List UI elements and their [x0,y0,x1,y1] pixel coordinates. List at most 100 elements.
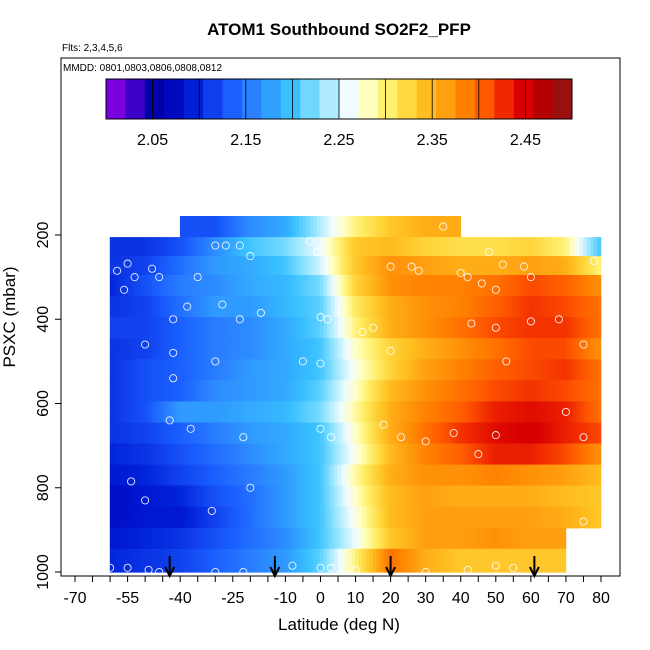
heatmap-cell [488,275,493,297]
heatmap-cell [460,256,465,276]
heatmap-cell [446,338,451,360]
heatmap-cell [586,256,591,276]
heatmap-cell [446,485,451,508]
heatmap-cell [320,422,325,445]
heatmap-cell [225,548,230,573]
heatmap-cell [229,401,234,424]
heatmap-cell [288,506,293,529]
heatmap-cell [169,422,174,445]
sample-point [351,565,360,574]
heatmap-cell [158,256,163,276]
heatmap-cell [453,237,458,257]
heatmap-cell [414,401,419,424]
heatmap-cell [520,380,525,402]
heatmap-cell [113,485,118,508]
heatmap-cell [397,422,402,445]
heatmap-cell [327,380,332,402]
heatmap-cell [341,485,346,508]
heatmap-cell [211,256,216,276]
heatmap-cell [141,338,146,360]
heatmap-cell [485,296,490,318]
heatmap-cell [432,338,437,360]
heatmap-cell [264,275,269,297]
heatmap-cell [369,338,374,360]
heatmap-cell [555,485,560,508]
heatmap-cell [306,216,311,238]
heatmap-cell [362,237,367,257]
heatmap-cell [246,359,251,381]
heatmap-cell [260,506,265,529]
heatmap-cell [421,485,426,508]
heatmap-cell [379,216,384,238]
heatmap-cell [565,443,570,466]
heatmap-cell [418,237,423,257]
heatmap-cell [239,216,244,238]
heatmap-cell [404,443,409,466]
heatmap-cell [393,216,398,238]
heatmap-cell [537,359,542,381]
heatmap-cell [534,338,539,360]
heatmap-cell [418,548,423,573]
heatmap-cell [372,317,377,339]
heatmap-cell [137,256,142,276]
heatmap-cell [309,216,314,238]
heatmap-cell [351,256,356,276]
heatmap-cell [579,506,584,529]
heatmap-cell [162,422,167,445]
heatmap-cell [569,237,574,257]
heatmap-cell [576,359,581,381]
heatmap-cell [274,527,279,550]
heatmap-cell [123,401,128,424]
heatmap-cell [306,506,311,529]
heatmap-cell [597,275,602,297]
heatmap-cell [390,317,395,339]
heatmap-cell [548,443,553,466]
heatmap-cell [449,338,454,360]
heatmap-cell [485,422,490,445]
heatmap-cell [407,422,412,445]
heatmap-cell [116,359,121,381]
heatmap-cell [295,506,300,529]
heatmap-cell [193,422,198,445]
heatmap-cell [555,401,560,424]
heatmap-cell [309,485,314,508]
heatmap-cell [418,338,423,360]
heatmap-cell [414,548,419,573]
heatmap-cell [243,256,248,276]
heatmap-cell [327,216,332,238]
heatmap-cell [492,296,497,318]
heatmap-cell [372,296,377,318]
heatmap-cell [414,443,419,466]
heatmap-cell [386,401,391,424]
heatmap-cell [446,422,451,445]
heatmap-cell [418,506,423,529]
sample-point [141,496,150,505]
heatmap-cell [411,401,416,424]
heatmap-cell [288,548,293,573]
heatmap-cell [281,256,286,276]
heatmap-cell [172,338,177,360]
heatmap-cell [162,485,167,508]
heatmap-cell [197,443,202,466]
heatmap-cell [285,338,290,360]
heatmap-cell [586,359,591,381]
heatmap-cell [295,216,300,238]
heatmap-cell [527,359,532,381]
heatmap-cell [439,338,444,360]
heatmap-cell [530,275,535,297]
heatmap-cell [116,256,121,276]
heatmap-cell [565,317,570,339]
heatmap-cell [200,237,205,257]
heatmap-cell [492,548,497,573]
heatmap-cell [316,506,321,529]
heatmap-cell [193,256,198,276]
heatmap-cell [362,256,367,276]
heatmap-cell [383,216,388,238]
heatmap-cell [456,401,461,424]
heatmap-cell [365,359,370,381]
heatmap-cell [162,443,167,466]
heatmap-cell [548,380,553,402]
colorbar-swatch [377,79,398,119]
heatmap-cell [165,506,170,529]
heatmap-cell [579,296,584,318]
